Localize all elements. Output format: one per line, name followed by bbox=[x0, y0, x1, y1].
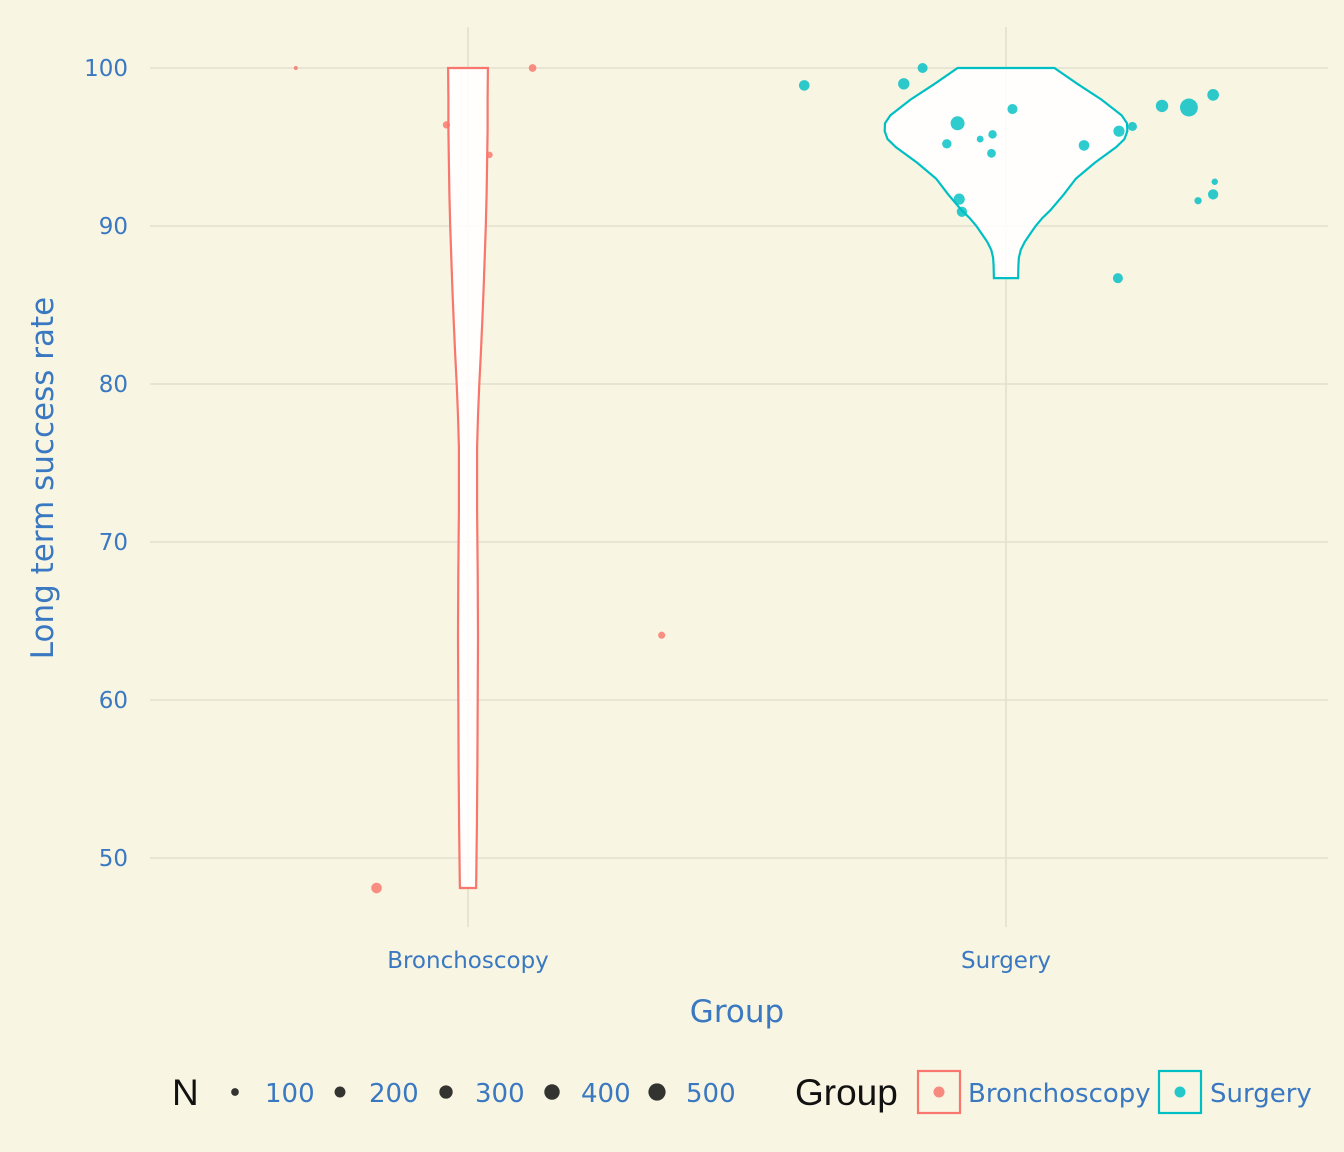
point-surgery bbox=[988, 130, 997, 139]
point-surgery bbox=[1179, 98, 1198, 117]
y-tick-label: 70 bbox=[99, 530, 128, 556]
y-tick-label: 100 bbox=[84, 56, 128, 82]
color-legend-dot bbox=[933, 1086, 945, 1098]
y-tick-label: 90 bbox=[99, 214, 128, 240]
point-surgery bbox=[1127, 121, 1137, 132]
x-tick-label: Surgery bbox=[961, 948, 1051, 974]
grid-lines bbox=[150, 27, 1328, 927]
axes: 50 60 70 80 90 100 Bronchoscopy Surgery bbox=[84, 56, 1051, 974]
point-surgery bbox=[1112, 273, 1123, 284]
y-axis-title: Long term success rate bbox=[25, 297, 61, 659]
size-legend-label: 200 bbox=[369, 1079, 419, 1109]
y-tick-label: 60 bbox=[99, 688, 128, 714]
size-legend-key bbox=[544, 1084, 560, 1100]
legend: N 100 200 300 400 500 Group Bronchoscopy Surgery bbox=[172, 1069, 1312, 1115]
point-surgery bbox=[1078, 140, 1090, 151]
data-points bbox=[293, 62, 1219, 894]
x-tick-label: Bronchoscopy bbox=[387, 948, 549, 974]
point-surgery bbox=[987, 148, 996, 158]
point-bronchoscopy bbox=[371, 882, 382, 894]
point-surgery bbox=[950, 116, 965, 131]
size-legend-key bbox=[648, 1083, 666, 1101]
size-legend-label: 400 bbox=[581, 1079, 631, 1109]
color-legend-key bbox=[1157, 1069, 1203, 1115]
point-surgery bbox=[1207, 189, 1219, 200]
point-bronchoscopy bbox=[528, 64, 537, 72]
point-surgery bbox=[1155, 99, 1169, 113]
point-surgery bbox=[898, 78, 910, 90]
point-surgery bbox=[798, 80, 810, 91]
size-legend-key bbox=[439, 1085, 453, 1099]
point-surgery bbox=[1211, 178, 1218, 185]
size-legend-title: N bbox=[172, 1072, 199, 1113]
color-legend-key bbox=[916, 1069, 962, 1115]
violins bbox=[446, 66, 1129, 890]
y-tick-label: 80 bbox=[99, 372, 128, 398]
size-legend-key bbox=[334, 1086, 346, 1098]
size-legend-label: 100 bbox=[265, 1079, 315, 1109]
point-surgery bbox=[956, 206, 968, 217]
size-legend-label: 500 bbox=[686, 1079, 736, 1109]
violin-surgery bbox=[883, 66, 1129, 280]
violin-bronchoscopy bbox=[446, 66, 490, 890]
color-legend-label: Bronchoscopy bbox=[968, 1079, 1151, 1109]
point-surgery bbox=[1194, 197, 1202, 205]
y-tick-label: 50 bbox=[99, 846, 128, 872]
size-legend-key bbox=[231, 1088, 239, 1096]
color-legend-dot bbox=[1174, 1086, 1186, 1098]
color-legend-label: Surgery bbox=[1210, 1079, 1312, 1109]
size-legend-label: 300 bbox=[475, 1079, 525, 1109]
point-surgery bbox=[1113, 125, 1125, 137]
point-bronchoscopy bbox=[442, 121, 451, 129]
point-surgery bbox=[976, 135, 984, 143]
point-surgery bbox=[942, 139, 952, 149]
point-bronchoscopy bbox=[293, 65, 298, 71]
point-surgery bbox=[953, 193, 965, 205]
point-bronchoscopy bbox=[658, 631, 666, 639]
color-legend-title: Group bbox=[795, 1072, 898, 1113]
point-bronchoscopy bbox=[486, 151, 493, 159]
point-surgery bbox=[1007, 104, 1018, 115]
point-surgery bbox=[917, 62, 928, 74]
x-axis-title: Group bbox=[690, 994, 784, 1030]
point-surgery bbox=[1207, 89, 1219, 101]
